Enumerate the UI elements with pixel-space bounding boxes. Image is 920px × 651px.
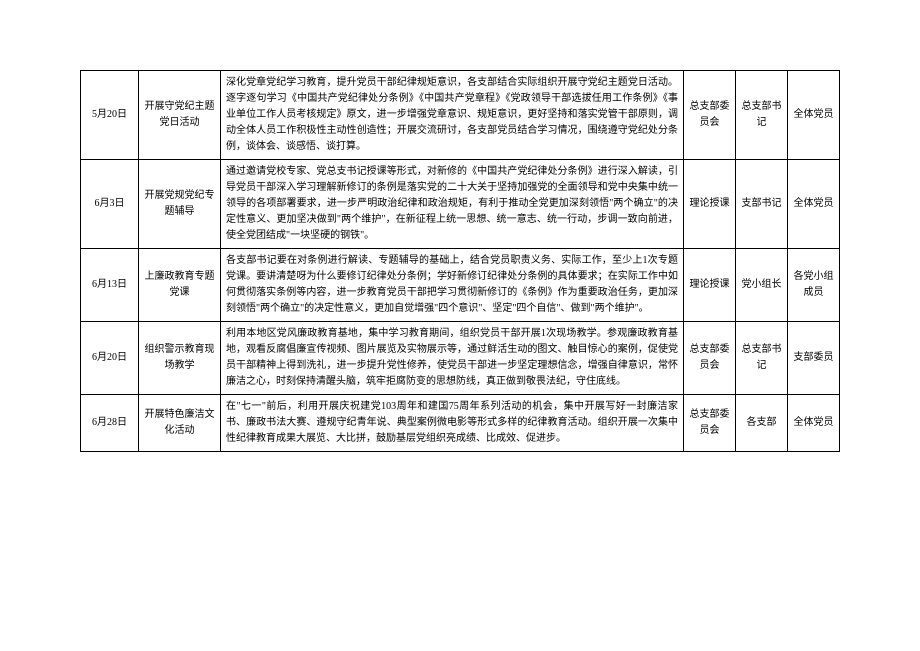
cell-desc: 深化党章党纪学习教育，提升党员干部纪律规矩意识，各支部结合实际组织开展守党纪主题…	[221, 71, 684, 160]
cell-activity: 组织警示教育现场教学	[139, 322, 221, 395]
cell-activity: 开展党规党纪专题辅导	[139, 160, 221, 249]
cell-activity: 上廉政教育专题党课	[139, 249, 221, 322]
cell-org: 理论授课	[684, 160, 736, 249]
cell-part: 全体党员	[788, 71, 840, 160]
cell-desc: 利用本地区党风廉政教育基地，集中学习教育期间，组织党员干部开展1次现场教学。参观…	[221, 322, 684, 395]
cell-part: 各党小组成员	[788, 249, 840, 322]
cell-date: 6月13日	[81, 249, 139, 322]
cell-activity: 开展特色廉洁文化活动	[139, 395, 221, 452]
cell-activity: 开展守党纪主题党日活动	[139, 71, 221, 160]
cell-org: 理论授课	[684, 249, 736, 322]
cell-date: 6月28日	[81, 395, 139, 452]
cell-part: 支部委员	[788, 322, 840, 395]
table-row: 6月13日 上廉政教育专题党课 各支部书记要在对条例进行解读、专题辅导的基础上，…	[81, 249, 840, 322]
table-row: 6月28日 开展特色廉洁文化活动 在"七一"前后，利用开展庆祝建党103周年和建…	[81, 395, 840, 452]
cell-lead: 总支部书记	[736, 322, 788, 395]
cell-date: 6月20日	[81, 322, 139, 395]
cell-org: 总支部委员会	[684, 395, 736, 452]
cell-desc: 在"七一"前后，利用开展庆祝建党103周年和建国75周年系列活动的机会，集中开展…	[221, 395, 684, 452]
cell-date: 5月20日	[81, 71, 139, 160]
cell-desc: 通过邀请党校专家、党总支书记授课等形式，对新修的《中国共产党纪律处分条例》进行深…	[221, 160, 684, 249]
cell-lead: 党小组长	[736, 249, 788, 322]
table-row: 6月3日 开展党规党纪专题辅导 通过邀请党校专家、党总支书记授课等形式，对新修的…	[81, 160, 840, 249]
cell-lead: 各支部	[736, 395, 788, 452]
cell-part: 全体党员	[788, 395, 840, 452]
cell-part: 全体党员	[788, 160, 840, 249]
table-body: 5月20日 开展守党纪主题党日活动 深化党章党纪学习教育，提升党员干部纪律规矩意…	[81, 71, 840, 452]
cell-desc: 各支部书记要在对条例进行解读、专题辅导的基础上，结合党员职责义务、实际工作，至少…	[221, 249, 684, 322]
cell-org: 总支部委员会	[684, 322, 736, 395]
cell-lead: 支部书记	[736, 160, 788, 249]
table-row: 6月20日 组织警示教育现场教学 利用本地区党风廉政教育基地，集中学习教育期间，…	[81, 322, 840, 395]
cell-lead: 总支部书记	[736, 71, 788, 160]
table-row: 5月20日 开展守党纪主题党日活动 深化党章党纪学习教育，提升党员干部纪律规矩意…	[81, 71, 840, 160]
cell-org: 总支部委员会	[684, 71, 736, 160]
schedule-table: 5月20日 开展守党纪主题党日活动 深化党章党纪学习教育，提升党员干部纪律规矩意…	[80, 70, 840, 452]
cell-date: 6月3日	[81, 160, 139, 249]
